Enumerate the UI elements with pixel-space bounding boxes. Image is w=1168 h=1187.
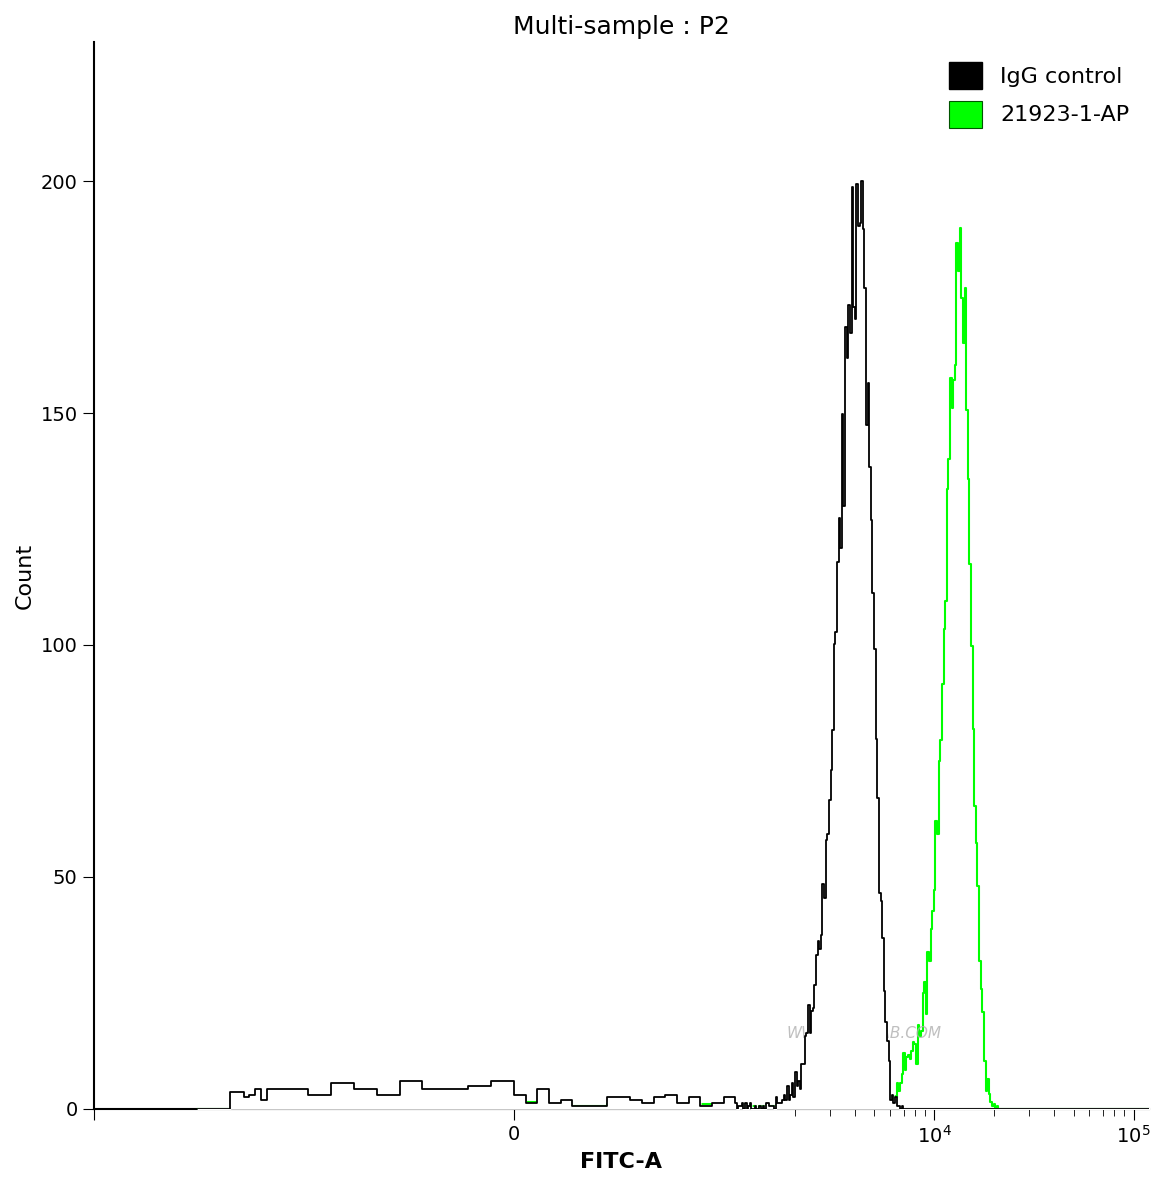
Text: WWW.PTG-LAB.COM: WWW.PTG-LAB.COM: [787, 1027, 941, 1041]
21923-1-AP: [953, 221, 967, 235]
21923-1-AP: [1051, 1102, 1065, 1116]
IgG control: [898, 1102, 912, 1116]
IgG control: [1145, 1102, 1159, 1116]
21923-1-AP: [1076, 1102, 1090, 1116]
21923-1-AP: [896, 1046, 910, 1060]
IgG control: [1084, 1102, 1098, 1116]
Line: 21923-1-AP: 21923-1-AP: [197, 228, 1152, 1109]
21923-1-AP: [899, 1050, 913, 1065]
21923-1-AP: [190, 1102, 204, 1116]
21923-1-AP: [1006, 1102, 1020, 1116]
21923-1-AP: [1084, 1102, 1098, 1116]
IgG control: [190, 1102, 204, 1116]
IgG control: [854, 174, 868, 189]
IgG control: [1051, 1102, 1065, 1116]
Line: IgG control: IgG control: [197, 182, 1152, 1109]
Legend: IgG control, 21923-1-AP: IgG control, 21923-1-AP: [940, 53, 1138, 137]
IgG control: [901, 1102, 915, 1116]
Title: Multi-sample : P2: Multi-sample : P2: [513, 15, 730, 39]
IgG control: [1006, 1102, 1020, 1116]
X-axis label: FITC-A: FITC-A: [580, 1153, 662, 1172]
21923-1-AP: [1145, 1102, 1159, 1116]
Y-axis label: Count: Count: [15, 542, 35, 609]
IgG control: [1076, 1102, 1090, 1116]
